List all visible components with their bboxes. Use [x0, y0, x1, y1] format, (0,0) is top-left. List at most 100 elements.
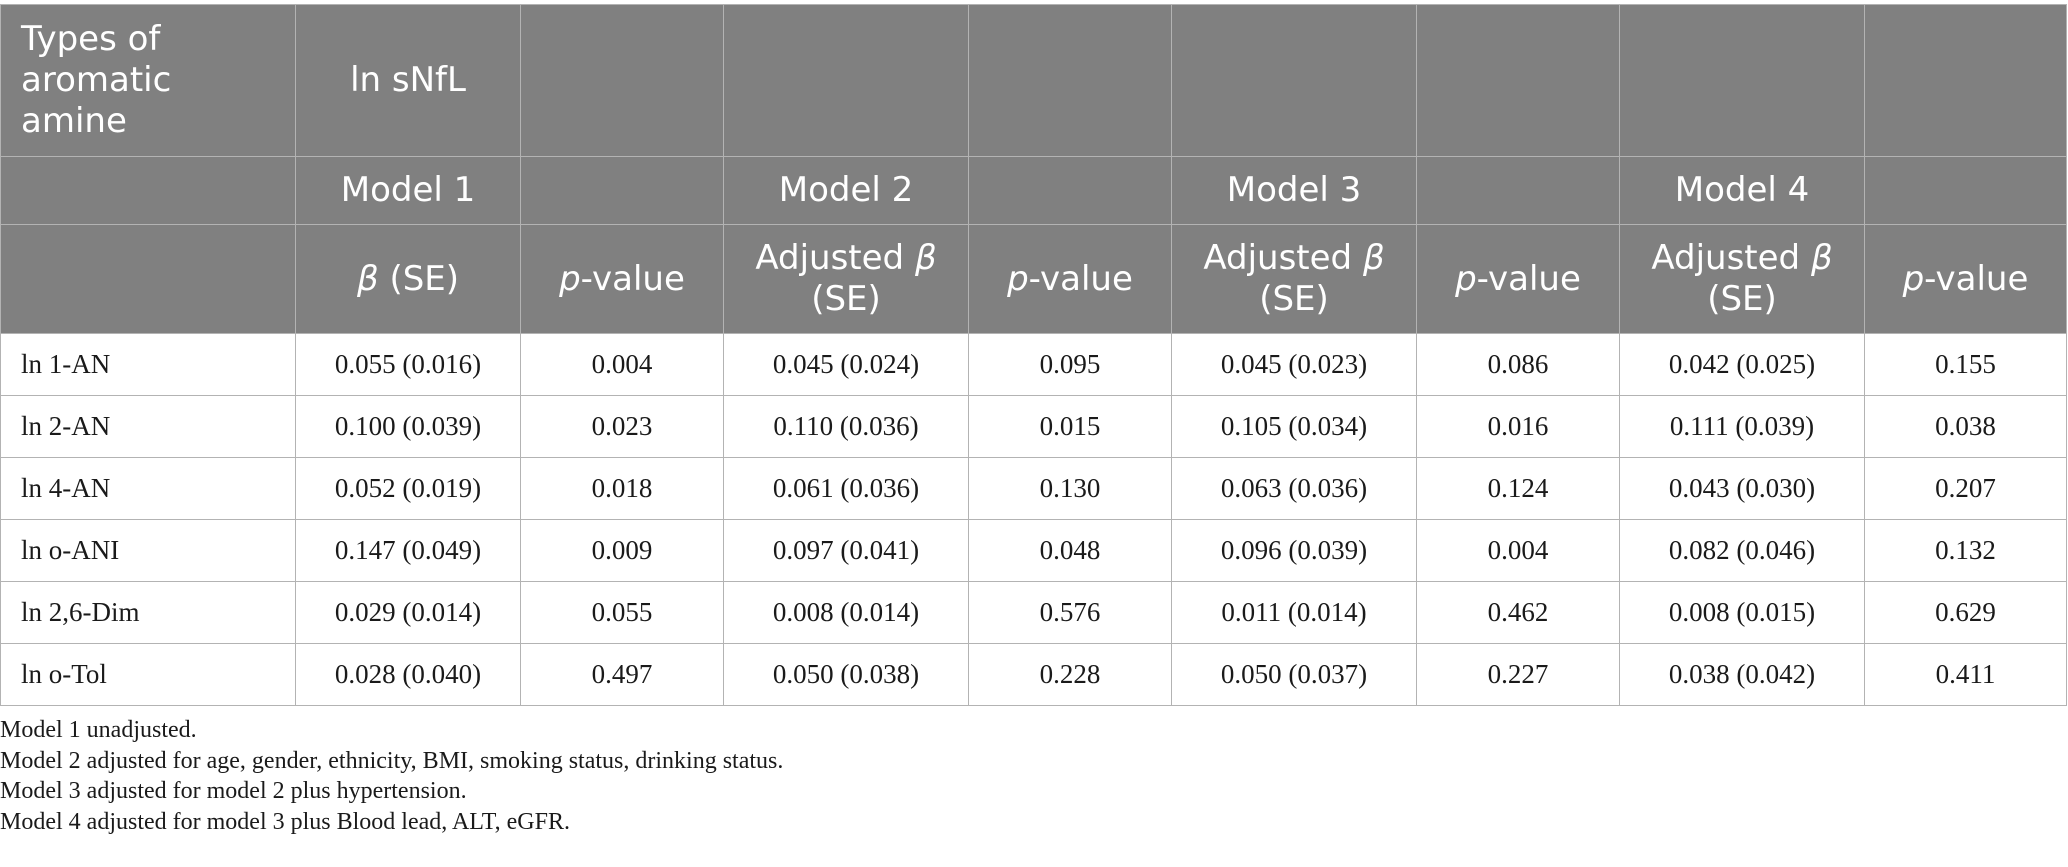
model-3-p-cell: 0.227: [1416, 643, 1620, 706]
adjusted-label: Adjusted: [755, 238, 915, 278]
p-value-header: p-value: [520, 224, 724, 334]
model-4-p-cell: 0.038: [1864, 395, 2067, 458]
beta-symbol: β: [1362, 238, 1385, 278]
model-2-beta-cell: 0.050 (0.038): [723, 643, 969, 706]
model-2-beta-cell: 0.045 (0.024): [723, 333, 969, 396]
footnote: Model 2 adjusted for age, gender, ethnic…: [0, 747, 784, 774]
model-1-beta-cell: 0.055 (0.016): [295, 333, 521, 396]
table-row: ln 2-AN 0.100 (0.039) 0.023 0.110 (0.036…: [0, 395, 2067, 458]
model-1-beta-cell: 0.100 (0.039): [295, 395, 521, 458]
model-2-beta-cell: 0.097 (0.041): [723, 519, 969, 582]
footnote: Model 1 unadjusted.: [0, 717, 197, 743]
beta-symbol: β: [914, 238, 937, 278]
model-4-beta-cell: 0.038 (0.042): [1619, 643, 1865, 706]
table-header: Types of aromatic amine ln sNfL Model 1 …: [0, 4, 2067, 334]
model-3-p-cell: 0.124: [1416, 457, 1620, 520]
row-label: ln o-Tol: [0, 643, 296, 706]
model-3-beta-cell: 0.096 (0.039): [1171, 519, 1417, 582]
p-value-header: p-value: [1864, 224, 2067, 334]
model-3-beta-cell: 0.045 (0.023): [1171, 333, 1417, 396]
model-3-beta-cell: 0.050 (0.037): [1171, 643, 1417, 706]
model-4-beta-cell: 0.111 (0.039): [1619, 395, 1865, 458]
table-body: ln 1-AN 0.055 (0.016) 0.004 0.045 (0.024…: [0, 333, 2067, 706]
types-of-aromatic-amine-header: Types of aromatic amine: [0, 4, 296, 157]
footnote: Model 4 adjusted for model 3 plus Blood …: [0, 808, 570, 835]
empty-header-cell: [1171, 4, 1417, 157]
model-4-beta-cell: 0.043 (0.030): [1619, 457, 1865, 520]
se-label: (SE): [1707, 279, 1777, 319]
adjusted-label: Adjusted: [1203, 238, 1363, 278]
model-2-beta-cell: 0.061 (0.036): [723, 457, 969, 520]
p-value-header: p-value: [968, 224, 1172, 334]
value-label: -value: [1028, 258, 1133, 299]
se-label: (SE): [1259, 279, 1329, 319]
model-4-beta-cell: 0.008 (0.015): [1619, 581, 1865, 644]
model-4-beta-cell: 0.082 (0.046): [1619, 519, 1865, 582]
footnote: Model 3 adjusted for model 2 plus hypert…: [0, 778, 467, 804]
model-1-p-cell: 0.009: [520, 519, 724, 582]
empty-header-cell: [1416, 4, 1620, 157]
p-symbol: p: [559, 258, 581, 299]
model-4-header: Model 4: [1619, 156, 1865, 225]
model-1-header: Model 1: [295, 156, 521, 225]
empty-header-cell: [520, 156, 724, 225]
p-symbol: p: [1902, 258, 1925, 299]
model-2-beta-cell: 0.110 (0.036): [723, 395, 969, 458]
empty-header-cell: [1864, 156, 2067, 225]
model-1-p-cell: 0.018: [520, 457, 724, 520]
model-4-p-cell: 0.207: [1864, 457, 2067, 520]
value-label: -value: [580, 258, 685, 299]
model-3-p-cell: 0.462: [1416, 581, 1620, 644]
table-row: ln 2,6-Dim 0.029 (0.014) 0.055 0.008 (0.…: [0, 581, 2067, 644]
header-row-1: Types of aromatic amine ln sNfL: [0, 4, 2067, 157]
model-4-p-cell: 0.411: [1864, 643, 2067, 706]
value-label: -value: [1476, 258, 1581, 299]
row-label: ln 2-AN: [0, 395, 296, 458]
model-4-beta-cell: 0.042 (0.025): [1619, 333, 1865, 396]
empty-header-cell: [1864, 4, 2067, 157]
adjusted-beta-se-header: Adjusted β (SE): [1171, 224, 1417, 334]
row-label: ln 1-AN: [0, 333, 296, 396]
p-symbol: p: [1455, 258, 1477, 299]
empty-header-cell: [1416, 156, 1620, 225]
table-row: ln o-Tol 0.028 (0.040) 0.497 0.050 (0.03…: [0, 643, 2067, 706]
model-1-p-cell: 0.023: [520, 395, 724, 458]
model-3-p-cell: 0.016: [1416, 395, 1620, 458]
model-3-p-cell: 0.086: [1416, 333, 1620, 396]
empty-header-cell: [723, 4, 969, 157]
model-2-p-cell: 0.228: [968, 643, 1172, 706]
model-3-p-cell: 0.004: [1416, 519, 1620, 582]
empty-header-cell: [968, 156, 1172, 225]
table-row: ln o-ANI 0.147 (0.049) 0.009 0.097 (0.04…: [0, 519, 2067, 582]
model-1-beta-cell: 0.028 (0.040): [295, 643, 521, 706]
row-label: ln o-ANI: [0, 519, 296, 582]
adjusted-label: Adjusted: [1651, 238, 1811, 278]
empty-header-cell: [968, 4, 1172, 157]
empty-header-cell: [520, 4, 724, 157]
se-label: (SE): [811, 279, 881, 319]
model-3-beta-cell: 0.011 (0.014): [1171, 581, 1417, 644]
table-footnotes: Model 1 unadjusted. Model 2 adjusted for…: [0, 715, 783, 837]
model-3-header: Model 3: [1171, 156, 1417, 225]
p-value-header: p-value: [1416, 224, 1620, 334]
model-1-p-cell: 0.497: [520, 643, 724, 706]
model-1-p-cell: 0.004: [520, 333, 724, 396]
model-4-p-cell: 0.132: [1864, 519, 2067, 582]
model-4-p-cell: 0.629: [1864, 581, 2067, 644]
row-label: ln 4-AN: [0, 457, 296, 520]
model-2-p-cell: 0.576: [968, 581, 1172, 644]
model-2-header: Model 2: [723, 156, 969, 225]
model-2-beta-cell: 0.008 (0.014): [723, 581, 969, 644]
results-table: Types of aromatic amine ln sNfL Model 1 …: [0, 4, 2067, 706]
row-label: ln 2,6-Dim: [0, 581, 296, 644]
adjusted-beta-se-header: Adjusted β (SE): [723, 224, 969, 334]
model-3-beta-cell: 0.105 (0.034): [1171, 395, 1417, 458]
header-row-2: Model 1 Model 2 Model 3 Model 4: [0, 156, 2067, 225]
model-1-p-cell: 0.055: [520, 581, 724, 644]
beta-se-header: β (SE): [295, 224, 521, 334]
model-1-beta-cell: 0.052 (0.019): [295, 457, 521, 520]
model-3-beta-cell: 0.063 (0.036): [1171, 457, 1417, 520]
table-row: ln 4-AN 0.052 (0.019) 0.018 0.061 (0.036…: [0, 457, 2067, 520]
model-2-p-cell: 0.130: [968, 457, 1172, 520]
empty-header-cell: [0, 156, 296, 225]
